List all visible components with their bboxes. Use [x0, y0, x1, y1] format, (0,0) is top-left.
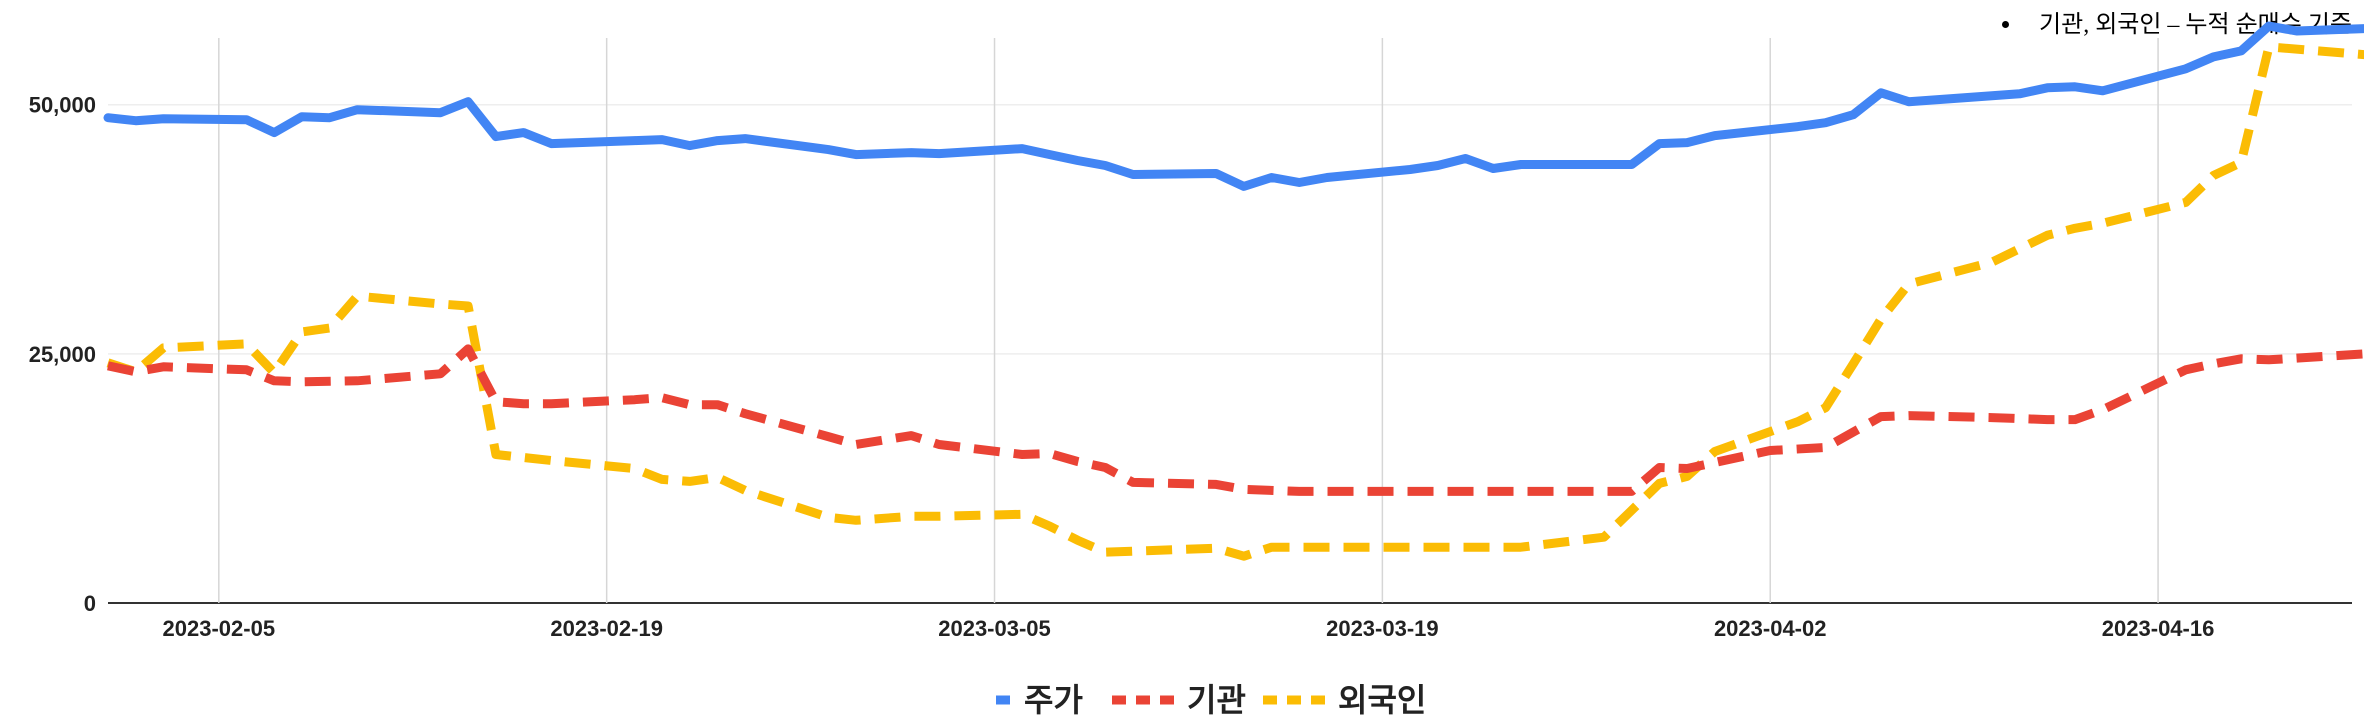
- x-tick-label: 2023-03-05: [938, 616, 1051, 641]
- series-lines: [103, 21, 2364, 561]
- grid: [108, 38, 2352, 604]
- legend-label: 주가: [1024, 681, 1083, 719]
- y-tick-label: 50,000: [29, 93, 96, 118]
- x-tick-label: 2023-04-02: [1714, 616, 1827, 641]
- x-tick-label: 2023-02-05: [163, 616, 276, 641]
- series-line-2: [107, 344, 2364, 496]
- x-tick-label: 2023-04-16: [2102, 616, 2215, 641]
- legend-label: 외국인: [1338, 681, 1426, 719]
- x-tick-label: 2023-03-19: [1326, 616, 1439, 641]
- y-tick-label: 0: [84, 591, 96, 616]
- bullet-icon: [2002, 20, 2010, 28]
- y-tick-label: 25,000: [29, 342, 96, 367]
- series-line-1: [103, 21, 2364, 191]
- y-axis-ticks: 0 25,000 50,000: [29, 93, 96, 616]
- x-tick-label: 2023-02-19: [550, 616, 663, 641]
- x-axis-ticks: 2023-02-05 2023-02-19 2023-03-05 2023-03-19…: [163, 616, 2215, 641]
- series-line-3: [106, 42, 2364, 561]
- legend-label: 기관: [1187, 681, 1246, 719]
- legend: 주가 기관 외국인: [996, 681, 1426, 719]
